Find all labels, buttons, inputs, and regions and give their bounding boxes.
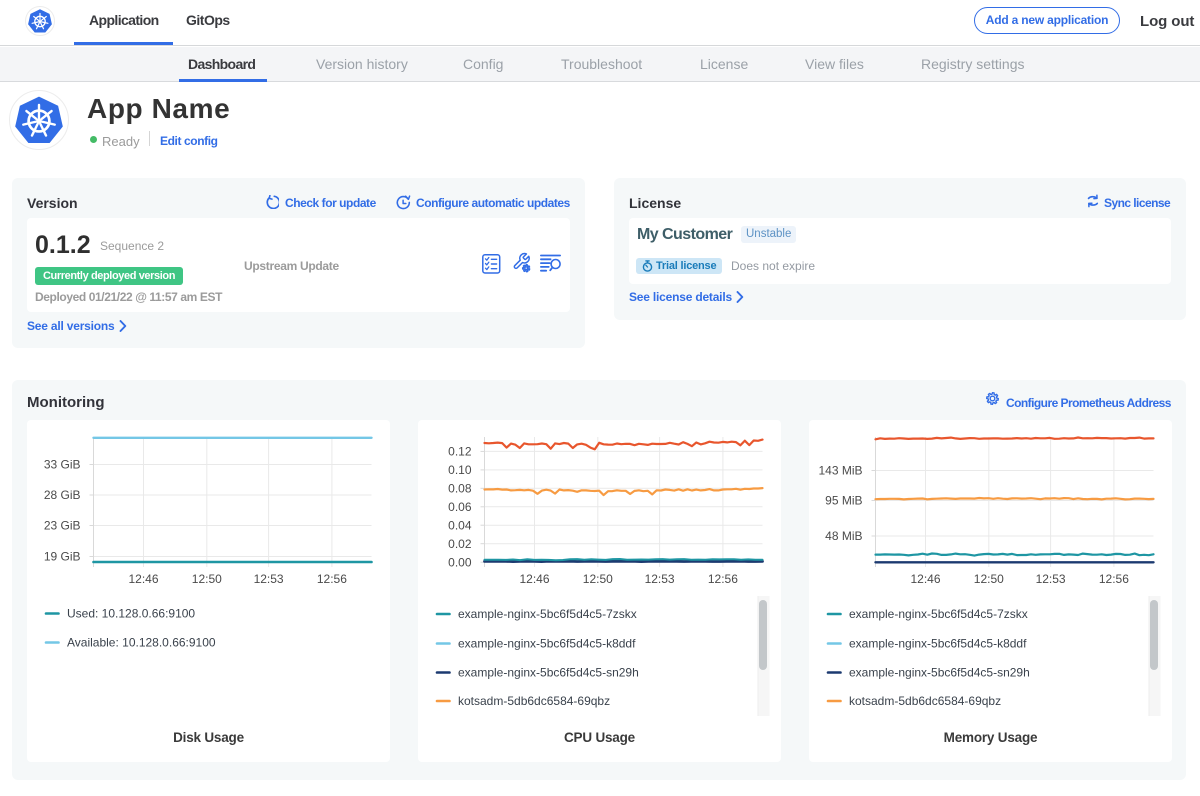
svg-text:12:53: 12:53 [645,572,675,586]
svg-text:example-nginx-5bc6f5d4c5-sn29h: example-nginx-5bc6f5d4c5-sn29h [458,666,639,680]
svg-text:28 GiB: 28 GiB [44,488,81,502]
svg-text:48 MiB: 48 MiB [825,529,862,543]
svg-text:0.06: 0.06 [448,500,472,514]
svg-text:Memory Usage: Memory Usage [944,730,1038,745]
svg-text:12:46: 12:46 [519,572,549,586]
svg-text:0.00: 0.00 [448,555,472,569]
svg-text:0.12: 0.12 [448,445,472,459]
svg-text:0.02: 0.02 [448,537,472,551]
svg-text:Used: 10.128.0.66:9100: Used: 10.128.0.66:9100 [67,607,195,621]
svg-text:12:50: 12:50 [974,572,1004,586]
svg-text:CPU Usage: CPU Usage [564,730,636,745]
svg-text:0.04: 0.04 [448,518,472,532]
svg-text:12:46: 12:46 [128,572,158,586]
svg-text:Disk Usage: Disk Usage [173,730,244,745]
svg-text:12:46: 12:46 [910,572,940,586]
svg-text:19 GiB: 19 GiB [44,550,81,564]
svg-text:143 MiB: 143 MiB [818,464,862,478]
svg-text:12:53: 12:53 [1036,572,1066,586]
svg-text:example-nginx-5bc6f5d4c5-sn29h: example-nginx-5bc6f5d4c5-sn29h [849,666,1030,680]
svg-text:12:50: 12:50 [192,572,222,586]
svg-text:33 GiB: 33 GiB [44,458,81,472]
svg-text:Available: 10.128.0.66:9100: Available: 10.128.0.66:9100 [67,636,216,650]
svg-text:12:50: 12:50 [583,572,613,586]
svg-text:23 GiB: 23 GiB [44,519,81,533]
svg-text:example-nginx-5bc6f5d4c5-7zskx: example-nginx-5bc6f5d4c5-7zskx [458,607,637,621]
svg-text:example-nginx-5bc6f5d4c5-k8ddf: example-nginx-5bc6f5d4c5-k8ddf [458,637,636,651]
svg-text:example-nginx-5bc6f5d4c5-k8ddf: example-nginx-5bc6f5d4c5-k8ddf [849,637,1027,651]
svg-text:0.10: 0.10 [448,463,472,477]
svg-text:12:53: 12:53 [254,572,284,586]
svg-text:0.08: 0.08 [448,482,472,496]
svg-text:kotsadm-5db6dc6584-69qbz: kotsadm-5db6dc6584-69qbz [458,694,610,708]
svg-text:example-nginx-5bc6f5d4c5-7zskx: example-nginx-5bc6f5d4c5-7zskx [849,607,1028,621]
svg-text:95 MiB: 95 MiB [825,494,862,508]
svg-text:12:56: 12:56 [317,572,347,586]
svg-text:12:56: 12:56 [1099,572,1129,586]
svg-text:kotsadm-5db6dc6584-69qbz: kotsadm-5db6dc6584-69qbz [849,694,1001,708]
svg-text:12:56: 12:56 [708,572,738,586]
